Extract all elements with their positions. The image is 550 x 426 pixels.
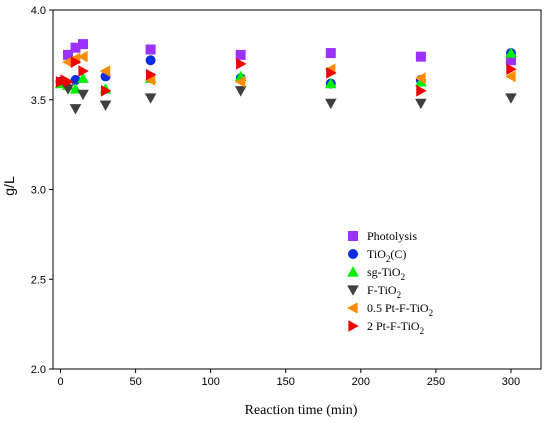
legend-label: Photolysis	[367, 229, 417, 243]
data-point	[145, 55, 156, 66]
data-point	[69, 104, 82, 115]
data-point	[77, 72, 89, 83]
legend-marker	[348, 320, 359, 332]
data-point	[77, 50, 88, 63]
x-axis: 0 50 100 150 200 250 300	[57, 369, 520, 388]
plot-border	[52, 9, 542, 370]
series-layer	[54, 39, 517, 115]
legend-item: F-TiO2	[347, 283, 401, 300]
data-point	[62, 84, 74, 95]
data-point	[234, 76, 246, 88]
series-5	[55, 56, 517, 97]
data-point	[236, 58, 247, 70]
data-point	[505, 47, 517, 58]
data-point	[505, 70, 516, 83]
legend-label: 0.5 Pt-F-TiO2	[367, 301, 433, 318]
legend-marker	[348, 231, 358, 241]
data-point	[235, 49, 246, 60]
data-point	[415, 51, 426, 62]
data-point	[326, 67, 337, 79]
y-axis: 2.0 2.5 3.0 3.5 4.0	[31, 5, 53, 376]
legend-marker	[348, 249, 358, 259]
x-tick-label: 50	[129, 376, 141, 388]
series-1	[55, 48, 516, 89]
data-point	[506, 63, 517, 76]
data-point	[145, 44, 156, 55]
series-3	[62, 84, 517, 115]
legend-marker	[347, 266, 359, 277]
legend-marker	[347, 302, 358, 314]
series-4	[62, 50, 516, 88]
series-0	[63, 39, 516, 66]
y-tick-label: 2.5	[31, 274, 46, 286]
y-tick-label: 3.5	[31, 95, 46, 107]
data-point	[415, 98, 427, 110]
legend-item: Photolysis	[348, 229, 417, 243]
y-tick-label: 4.0	[31, 5, 46, 17]
legend-item: 0.5 Pt-F-TiO2	[347, 301, 433, 318]
data-point	[100, 84, 112, 97]
x-tick-label: 100	[201, 376, 219, 388]
data-point	[324, 77, 337, 89]
data-point	[62, 56, 73, 68]
data-point	[78, 39, 89, 50]
y-tick-label: 2.0	[31, 364, 46, 376]
data-point	[505, 55, 516, 66]
data-point	[99, 100, 112, 111]
legend-marker	[347, 285, 359, 296]
data-point	[145, 68, 157, 81]
x-tick-label: 200	[352, 376, 370, 388]
data-point	[324, 98, 337, 110]
data-point	[505, 93, 517, 104]
x-tick-label: 0	[57, 376, 63, 388]
legend-item: TiO2(C)	[348, 247, 406, 264]
data-point	[63, 49, 74, 60]
legend-label: 2 Pt-F-TiO2	[367, 319, 424, 336]
legend-label: F-TiO2	[367, 283, 401, 300]
x-axis-title: Reaction time (min)	[245, 403, 358, 418]
y-tick-label: 3.0	[31, 185, 46, 197]
y-axis-title: g/L	[1, 176, 17, 196]
data-point	[78, 65, 89, 77]
series-2	[54, 47, 517, 94]
data-point	[70, 56, 82, 68]
legend-item: sg-TiO2	[347, 265, 405, 282]
data-point	[99, 65, 111, 77]
legend-label: TiO2(C)	[367, 247, 406, 264]
data-point	[144, 93, 157, 104]
x-tick-label: 300	[502, 376, 520, 388]
data-point	[144, 74, 156, 86]
data-point	[416, 84, 427, 97]
plot-frame	[52, 9, 542, 370]
legend-item: 2 Pt-F-TiO2	[348, 319, 424, 336]
x-tick-label: 250	[427, 376, 445, 388]
legend-label: sg-TiO2	[367, 265, 405, 282]
data-point	[325, 48, 336, 59]
data-point	[234, 86, 247, 97]
x-tick-label: 150	[277, 376, 295, 388]
data-point	[63, 76, 74, 88]
data-point	[70, 42, 81, 53]
data-point	[77, 89, 89, 101]
data-point	[415, 72, 426, 85]
